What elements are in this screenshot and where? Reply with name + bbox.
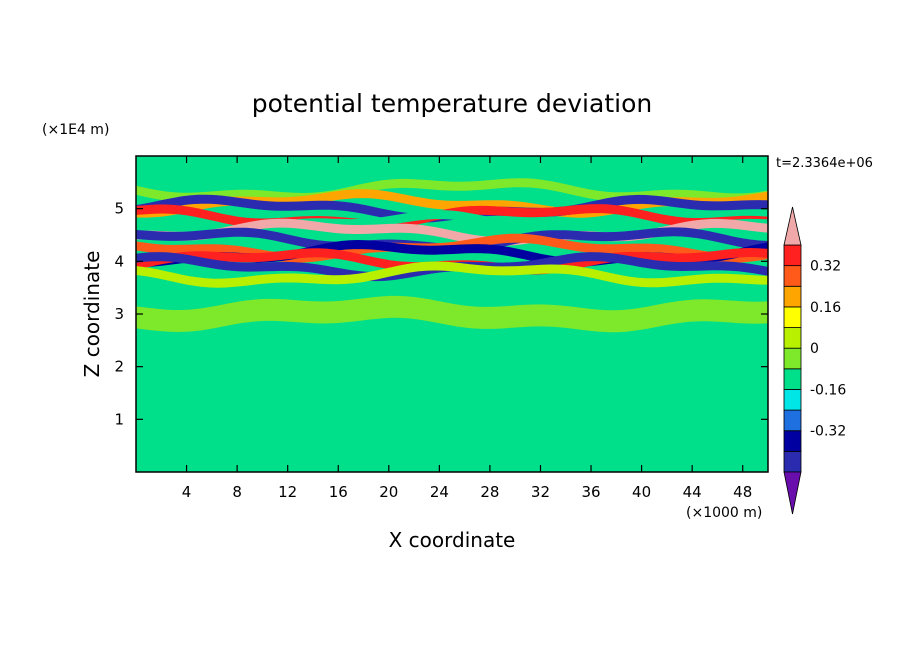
colorbar-segment — [783, 327, 802, 349]
x-tick-label: 24 — [430, 483, 449, 501]
colorbar-segment — [783, 450, 802, 473]
chart-title: potential temperature deviation — [252, 89, 652, 118]
x-tick-label: 44 — [683, 483, 702, 501]
y-axis-label: Z coordinate — [80, 251, 104, 378]
colorbar-segment — [783, 389, 802, 411]
x-tick-label: 48 — [733, 483, 752, 501]
x-tick-label: 28 — [480, 483, 499, 501]
contour-band — [136, 178, 768, 203]
contour-band — [136, 194, 768, 223]
x-axis-unit: (×1000 m) — [686, 505, 762, 521]
colorbar: -0.32 -0.16 0 0.16 0.32 — [783, 206, 846, 515]
colorbar-segment — [783, 285, 802, 308]
x-tick-label: 4 — [182, 483, 192, 501]
contour-band — [136, 401, 768, 437]
x-tick-label: 12 — [278, 483, 297, 501]
plot-area — [136, 156, 768, 472]
contour-band — [136, 227, 768, 253]
colorbar-segment — [783, 409, 802, 432]
colorbar-segment — [783, 347, 802, 370]
y-axis-unit: (×1E4 m) — [42, 122, 109, 138]
colorbar-segment — [783, 430, 802, 452]
x-tick-label: 32 — [531, 483, 550, 501]
colorbar-top-arrow — [783, 206, 802, 246]
y-tick-label: 5 — [114, 200, 124, 218]
contour-band — [136, 295, 768, 333]
contour-band — [136, 261, 768, 288]
colorbar-tick-label: -0.16 — [810, 383, 846, 399]
colorbar-segment — [783, 306, 802, 328]
x-tick-label: 20 — [379, 483, 398, 501]
y-tick-label: 2 — [114, 358, 124, 376]
x-tick-label: 40 — [632, 483, 651, 501]
contour-bands — [136, 178, 768, 465]
x-tick-label: 16 — [329, 483, 348, 501]
colorbar-segment — [783, 368, 802, 390]
colorbar-segment — [783, 265, 802, 287]
y-axis: 1 2 3 4 5 — [114, 200, 768, 428]
y-tick-label: 3 — [114, 305, 124, 323]
time-label: t=2.3364e+06 — [776, 156, 873, 171]
contour-band — [136, 427, 768, 465]
y-tick-label: 4 — [114, 252, 124, 270]
colorbar-tick-label: 0 — [810, 341, 819, 357]
colorbar-tick-label: -0.32 — [810, 424, 846, 440]
colorbar-tick-label: 0.16 — [810, 300, 841, 316]
contour-band — [136, 210, 768, 239]
colorbar-bottom-arrow — [783, 471, 802, 515]
colorbar-segment — [783, 244, 802, 267]
colorbar-tick-label: 0.32 — [810, 259, 841, 275]
x-axis-label: X coordinate — [389, 528, 516, 552]
contour-band — [136, 347, 768, 386]
x-axis: 4 8 12 16 20 24 28 32 36 40 44 48 — [182, 156, 752, 501]
y-tick-label: 1 — [114, 410, 124, 428]
x-tick-label: 8 — [232, 483, 242, 501]
x-tick-label: 36 — [581, 483, 600, 501]
